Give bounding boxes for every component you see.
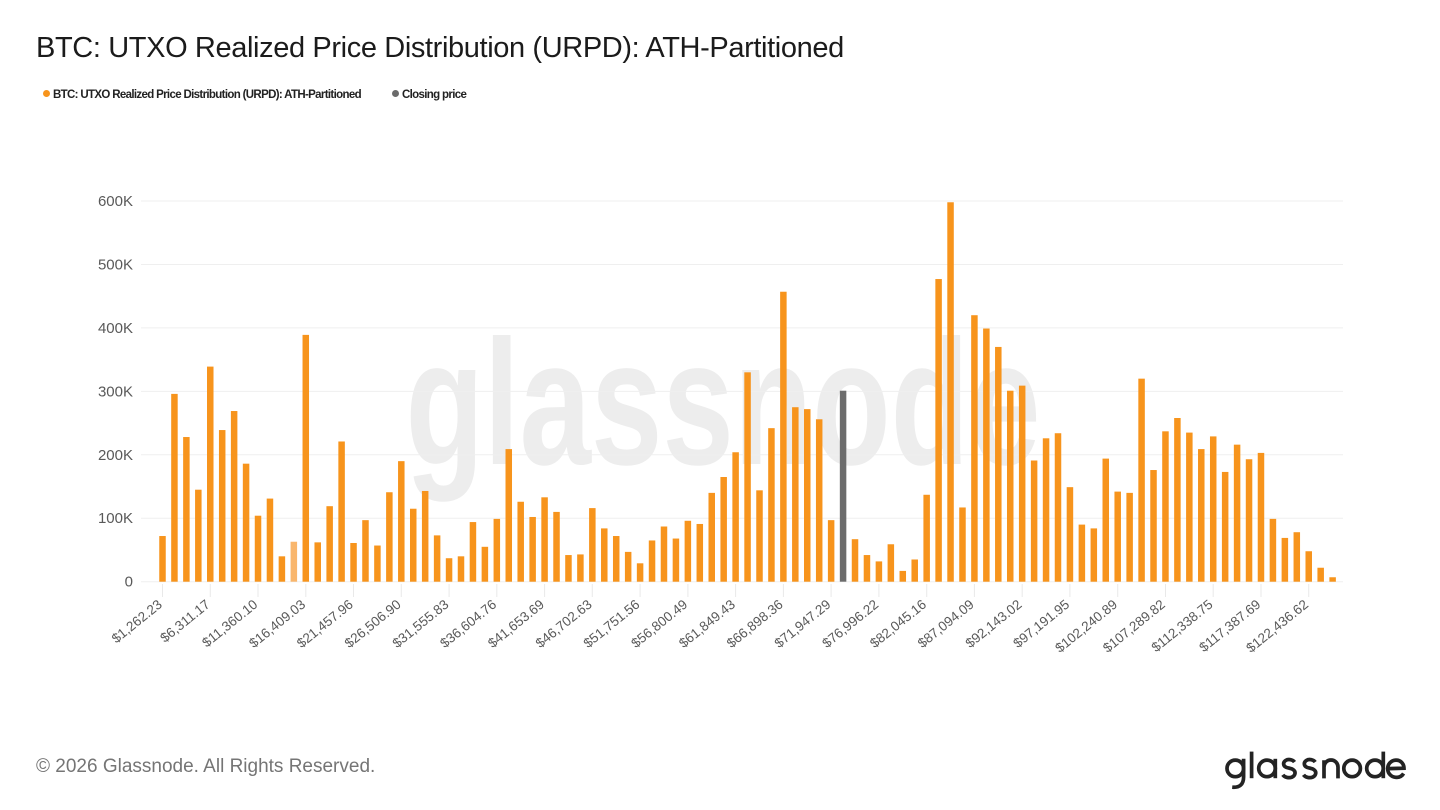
svg-text:600K: 600K xyxy=(98,193,133,210)
svg-text:glassnode: glassnode xyxy=(406,303,1041,502)
svg-text:100K: 100K xyxy=(98,510,133,527)
svg-text:300K: 300K xyxy=(98,383,133,400)
svg-text:500K: 500K xyxy=(98,257,133,274)
svg-text:$1,262.23: $1,262.23 xyxy=(109,597,165,646)
svg-text:200K: 200K xyxy=(98,447,133,464)
svg-text:400K: 400K xyxy=(98,320,133,337)
svg-text:0: 0 xyxy=(125,574,133,591)
